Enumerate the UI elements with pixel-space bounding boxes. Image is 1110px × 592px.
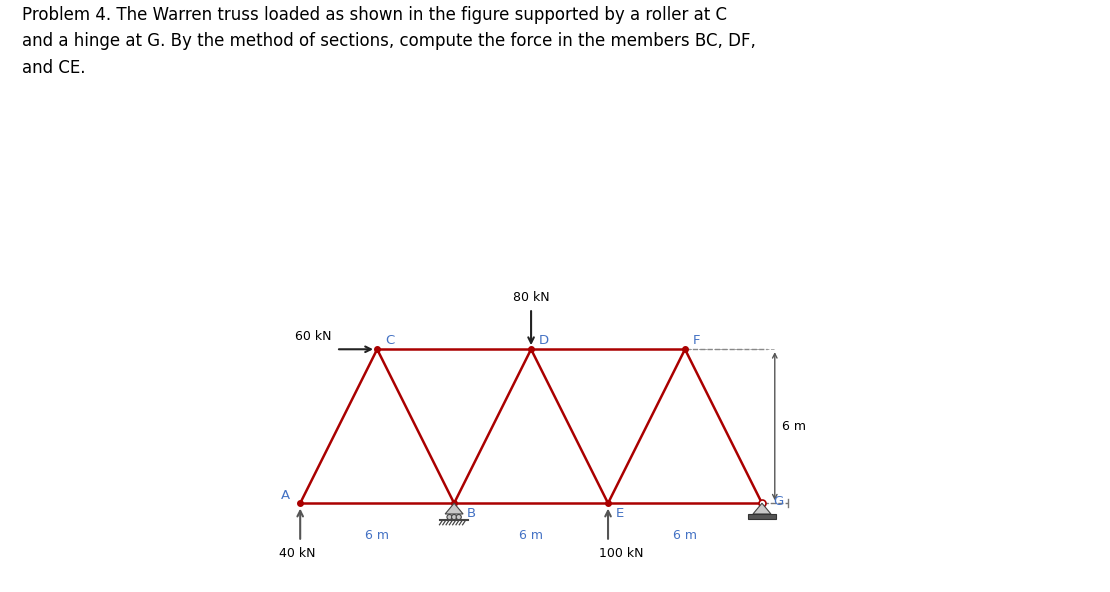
Text: 6 m: 6 m	[673, 529, 697, 542]
Text: E: E	[616, 507, 624, 520]
Circle shape	[447, 514, 452, 520]
Circle shape	[456, 514, 462, 520]
Text: B: B	[467, 507, 476, 520]
Text: 6 m: 6 m	[365, 529, 390, 542]
Text: G: G	[774, 496, 784, 509]
Text: 6 m: 6 m	[519, 529, 543, 542]
Text: 80 kN: 80 kN	[513, 291, 549, 304]
Text: 6 m: 6 m	[783, 420, 807, 433]
Text: Problem 4. The Warren truss loaded as shown in the figure supported by a roller : Problem 4. The Warren truss loaded as sh…	[22, 6, 756, 77]
Polygon shape	[748, 514, 776, 519]
Text: 60 kN: 60 kN	[295, 330, 331, 343]
Polygon shape	[753, 503, 771, 514]
Circle shape	[452, 514, 456, 520]
Text: D: D	[538, 334, 548, 347]
Text: 100 kN: 100 kN	[598, 547, 643, 560]
Text: C: C	[385, 334, 394, 347]
Text: F: F	[693, 334, 700, 347]
Polygon shape	[445, 503, 463, 514]
Text: 40 kN: 40 kN	[280, 547, 316, 560]
Text: A: A	[281, 489, 290, 502]
